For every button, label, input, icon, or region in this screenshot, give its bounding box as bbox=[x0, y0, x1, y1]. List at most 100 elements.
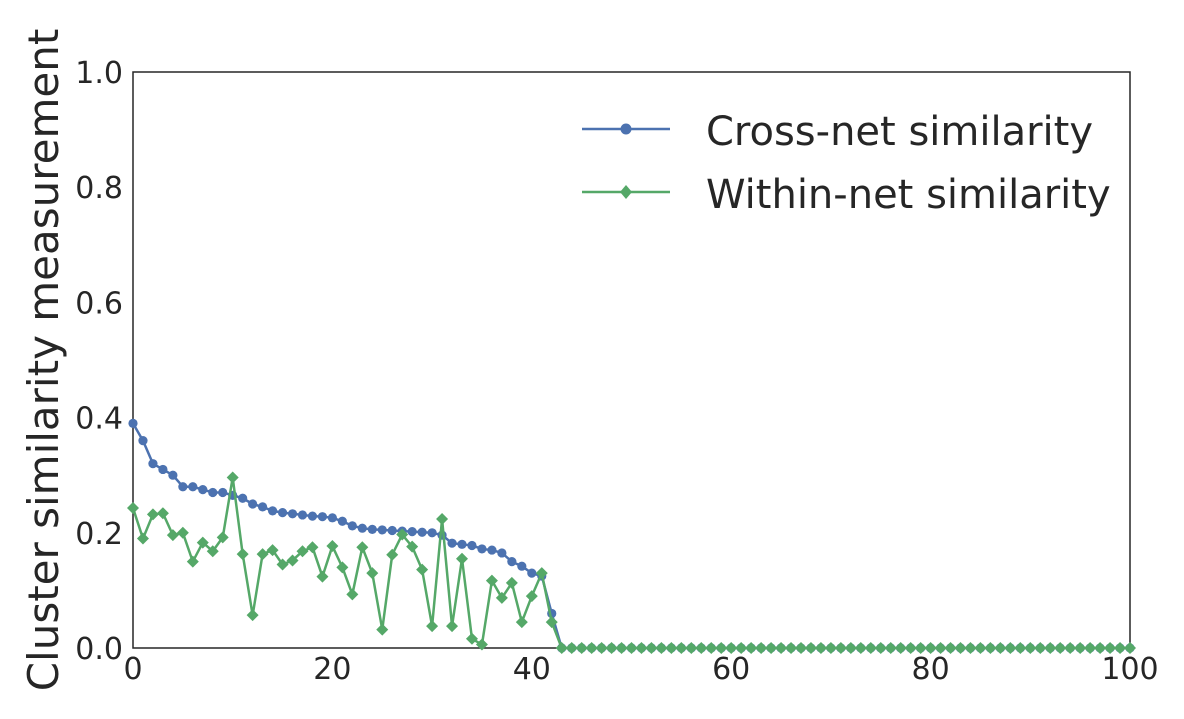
data-point-within-net bbox=[306, 541, 319, 554]
data-point-within-net bbox=[685, 642, 698, 654]
data-point-cross-net bbox=[417, 527, 427, 537]
data-point-within-net bbox=[974, 642, 987, 654]
data-point-within-net bbox=[555, 642, 568, 654]
data-point-within-net bbox=[416, 563, 429, 576]
data-point-within-net bbox=[1094, 642, 1107, 654]
data-point-within-net bbox=[954, 642, 967, 654]
data-point-within-net bbox=[715, 642, 728, 654]
data-point-cross-net bbox=[327, 513, 337, 523]
data-point-within-net bbox=[276, 558, 289, 571]
data-point-within-net bbox=[366, 567, 379, 580]
data-point-within-net bbox=[914, 642, 927, 654]
x-tick-label: 0 bbox=[123, 652, 142, 687]
data-point-within-net bbox=[1054, 642, 1067, 654]
data-point-cross-net bbox=[457, 539, 467, 549]
data-point-within-net bbox=[545, 616, 558, 629]
data-point-within-net bbox=[585, 642, 598, 654]
data-point-within-net bbox=[336, 561, 349, 574]
data-point-within-net bbox=[575, 642, 588, 654]
data-point-within-net bbox=[834, 642, 847, 654]
data-point-within-net bbox=[794, 642, 807, 654]
data-point-within-net bbox=[874, 642, 887, 654]
data-point-within-net bbox=[735, 642, 748, 654]
data-point-cross-net bbox=[158, 464, 168, 475]
y-tick-label: 0.0 bbox=[75, 632, 123, 667]
data-point-within-net bbox=[206, 545, 219, 558]
data-point-within-net bbox=[1044, 642, 1057, 654]
data-point-within-net bbox=[824, 642, 837, 654]
y-tick-label: 0.2 bbox=[75, 517, 123, 552]
data-point-within-net bbox=[675, 642, 688, 654]
data-point-cross-net bbox=[297, 510, 308, 520]
data-point-within-net bbox=[236, 548, 249, 561]
data-point-within-net bbox=[804, 642, 817, 654]
data-point-within-net bbox=[1004, 642, 1017, 654]
x-tick-label: 40 bbox=[513, 652, 551, 687]
data-point-cross-net bbox=[258, 502, 268, 512]
data-point-within-net bbox=[186, 555, 199, 568]
data-point-within-net bbox=[1104, 642, 1117, 654]
data-point-cross-net bbox=[248, 499, 258, 509]
data-point-within-net bbox=[166, 529, 179, 542]
data-point-cross-net bbox=[287, 509, 298, 519]
x-tick-label: 100 bbox=[1101, 652, 1158, 687]
data-point-within-net bbox=[226, 471, 239, 484]
data-point-within-net bbox=[1124, 642, 1136, 654]
data-point-within-net bbox=[216, 531, 229, 544]
data-point-within-net bbox=[465, 632, 478, 645]
data-point-within-net bbox=[814, 642, 827, 654]
data-point-within-net bbox=[1024, 642, 1037, 654]
data-point-cross-net bbox=[208, 487, 218, 498]
data-point-within-net bbox=[565, 642, 578, 654]
data-point-cross-net bbox=[238, 493, 248, 503]
data-point-within-net bbox=[515, 616, 528, 629]
data-point-cross-net bbox=[377, 525, 387, 535]
data-point-within-net bbox=[346, 588, 359, 601]
data-point-within-net bbox=[635, 642, 648, 654]
series-layer bbox=[127, 418, 1136, 654]
data-point-cross-net bbox=[427, 528, 437, 538]
data-point-within-net bbox=[934, 642, 947, 654]
data-point-cross-net bbox=[218, 487, 228, 498]
data-point-cross-net bbox=[367, 524, 377, 534]
data-point-within-net bbox=[844, 642, 857, 654]
data-point-within-net bbox=[625, 642, 638, 654]
data-point-within-net bbox=[495, 591, 508, 604]
data-point-cross-net bbox=[198, 485, 208, 495]
data-point-within-net bbox=[475, 638, 488, 651]
data-point-within-net bbox=[127, 502, 139, 515]
data-point-within-net bbox=[505, 576, 518, 589]
data-point-within-net bbox=[745, 642, 758, 654]
data-point-cross-net bbox=[317, 512, 328, 522]
data-point-within-net bbox=[775, 642, 788, 654]
y-tick-label: 1.0 bbox=[75, 56, 123, 91]
data-point-within-net bbox=[1034, 642, 1047, 654]
data-point-cross-net bbox=[168, 470, 178, 480]
data-point-within-net bbox=[595, 642, 608, 654]
data-point-within-net bbox=[1074, 642, 1087, 654]
legend: Cross-net similarity Within-net similari… bbox=[582, 109, 1111, 218]
data-point-cross-net bbox=[517, 561, 527, 571]
data-point-within-net bbox=[376, 623, 389, 636]
data-point-within-net bbox=[456, 552, 469, 565]
data-point-cross-net bbox=[138, 436, 148, 446]
data-point-within-net bbox=[984, 642, 997, 654]
data-point-within-net bbox=[695, 642, 708, 654]
data-point-within-net bbox=[725, 642, 738, 654]
data-point-within-net bbox=[854, 642, 867, 654]
data-point-within-net bbox=[705, 642, 718, 654]
data-point-cross-net bbox=[148, 459, 158, 469]
data-point-within-net bbox=[246, 609, 259, 622]
data-point-within-net bbox=[864, 642, 877, 654]
data-point-cross-net bbox=[277, 508, 288, 518]
data-point-within-net bbox=[296, 545, 309, 558]
data-point-within-net bbox=[765, 642, 778, 654]
data-point-within-net bbox=[485, 574, 498, 587]
y-tick-label: 0.6 bbox=[75, 286, 123, 321]
legend-label-within-net: Within-net similarity bbox=[706, 172, 1111, 218]
y-tick-label: 0.8 bbox=[75, 171, 123, 206]
data-point-within-net bbox=[964, 642, 977, 654]
data-point-cross-net bbox=[357, 523, 367, 533]
data-point-cross-net bbox=[477, 544, 487, 554]
